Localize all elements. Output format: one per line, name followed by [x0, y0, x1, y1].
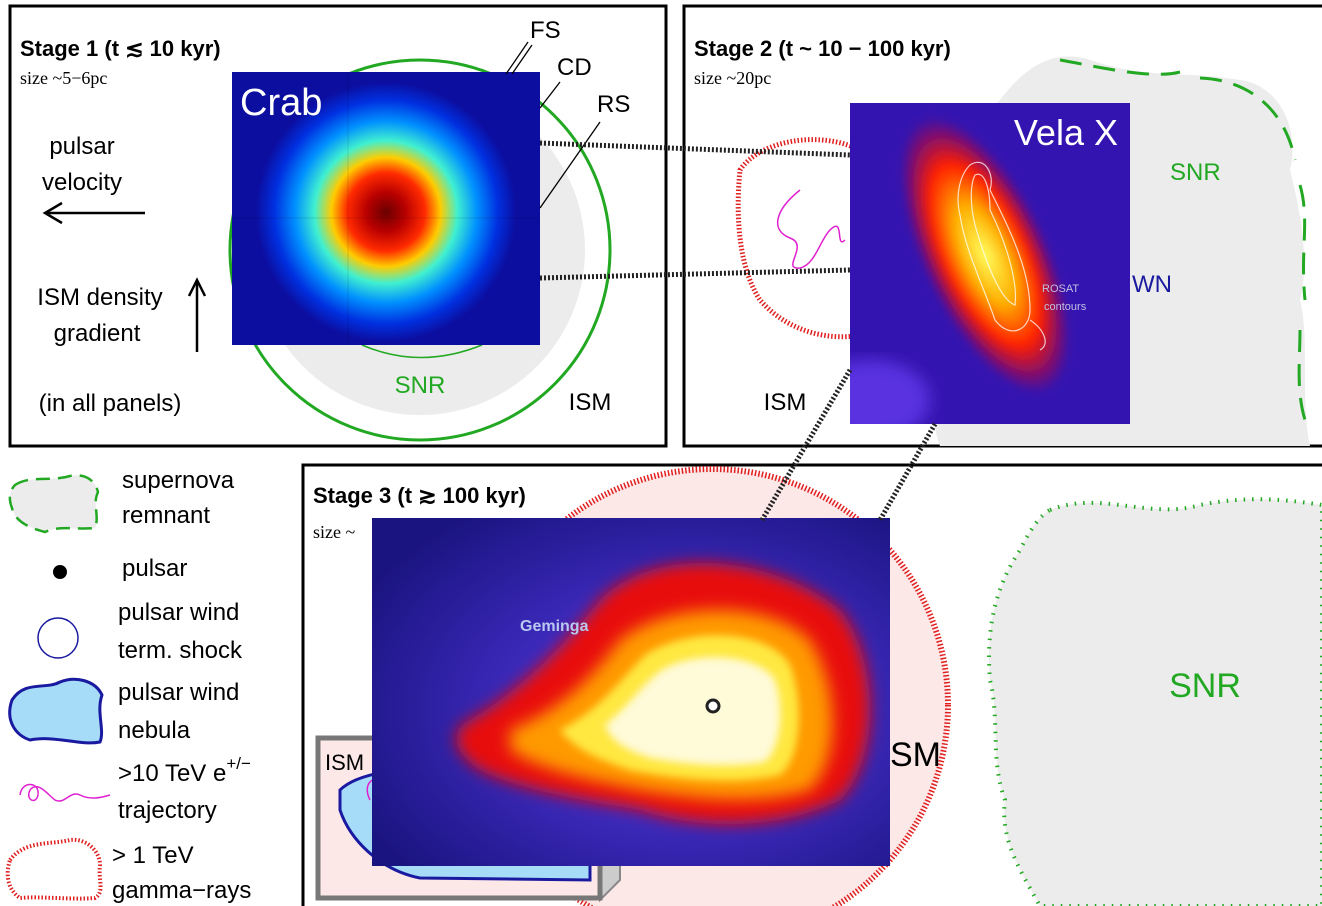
legend-icon — [10, 679, 102, 743]
image-label: Geminga — [520, 618, 589, 635]
legend-icon — [10, 475, 98, 532]
rosat-label: ROSAT — [1042, 283, 1079, 295]
snr-region — [989, 499, 1322, 906]
ism-label: ISM — [764, 389, 807, 416]
snr-label: SNR — [1170, 159, 1221, 186]
legend-text: pulsar — [122, 555, 187, 582]
legend-icon — [20, 784, 110, 801]
legend-text: pulsar wind — [118, 599, 239, 626]
legend-icon — [53, 565, 67, 579]
velocity-label: pulsar — [49, 133, 114, 160]
legend-icon — [8, 840, 101, 899]
ism-label: SM — [890, 736, 941, 774]
legend-text: > 1 TeV — [112, 842, 194, 869]
fs-label: FS — [530, 17, 561, 44]
ism-label: ISM — [325, 750, 364, 775]
image-label: Vela X — [1014, 112, 1118, 153]
legend-text: pulsar wind — [118, 679, 239, 706]
stage-2-panel: Vela X ROSAT contours Stage 2 (t ~ 10 − … — [684, 6, 1322, 446]
legend-text: >10 TeV e — [118, 760, 226, 787]
gradient-label: gradient — [54, 320, 141, 347]
diagram: Crab Stage 1 (t ≲ 10 kyr) size ~5−6pc FS… — [0, 0, 1322, 906]
legend-text: trajectory — [118, 797, 217, 824]
legend-text: nebula — [118, 717, 191, 744]
panel-title: Stage 2 (t ~ 10 − 100 kyr) — [694, 36, 951, 61]
snr-label: SNR — [395, 372, 446, 399]
legend-text: remnant — [122, 502, 210, 529]
panel-size: size ~ — [313, 522, 355, 542]
legend-text: gamma−rays — [112, 877, 251, 904]
velocity-label: velocity — [42, 169, 122, 196]
panel-size: size ~20pc — [694, 68, 771, 88]
legend: supernova remnant pulsar pulsar wind ter… — [8, 467, 252, 904]
legend-text: supernova — [122, 467, 235, 494]
stage-3-panel: SNR ISM Geminga Stage 3 (t ≳ 100 kyr) si… — [303, 465, 1322, 906]
cd-label: CD — [557, 54, 592, 81]
panel-size: size ~5−6pc — [20, 68, 107, 88]
image-label: Crab — [240, 82, 322, 124]
snr-label: SNR — [1169, 667, 1241, 705]
panel-title: Stage 3 (t ≳ 100 kyr) — [313, 483, 526, 508]
gradient-label: ISM density — [37, 284, 162, 311]
ism-label: ISM — [569, 389, 612, 416]
legend-text: >10 TeV e+/− — [118, 754, 251, 787]
note: (in all panels) — [39, 390, 182, 417]
rosat-label: contours — [1044, 301, 1087, 313]
legend-superscript: +/− — [226, 754, 251, 773]
stage-1-panel: Crab Stage 1 (t ≲ 10 kyr) size ~5−6pc FS… — [10, 6, 666, 446]
rs-label: RS — [597, 91, 630, 118]
pwn-label: WN — [1132, 271, 1172, 298]
legend-icon — [38, 618, 78, 658]
legend-text: term. shock — [118, 637, 243, 664]
geminga-image — [372, 518, 890, 866]
panel-title: Stage 1 (t ≲ 10 kyr) — [20, 36, 221, 61]
